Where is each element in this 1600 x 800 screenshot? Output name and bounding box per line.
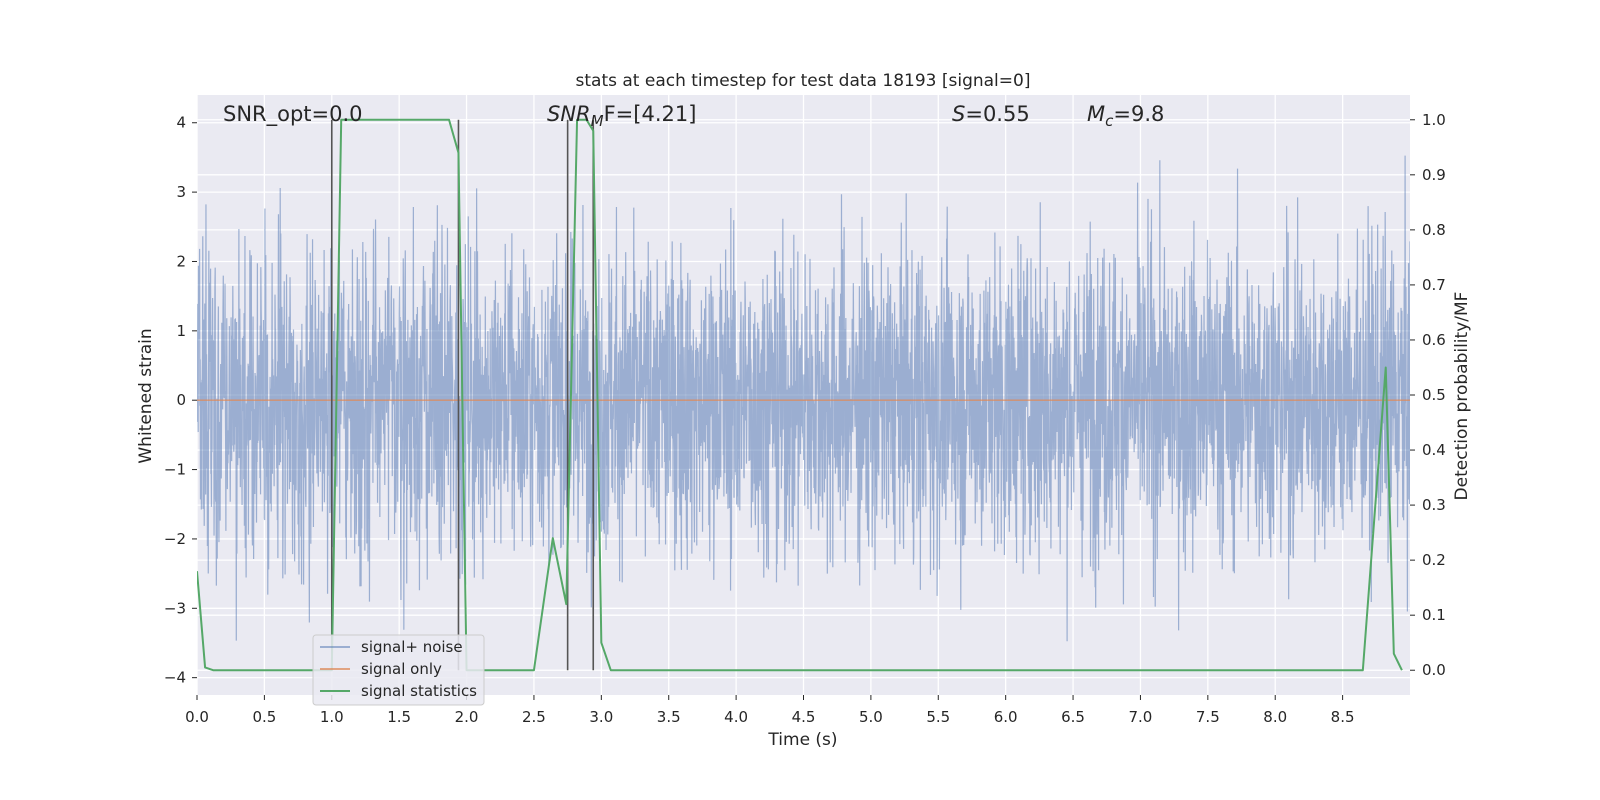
legend-label-signal-noise: signal+ noise: [361, 638, 463, 656]
y-tick-label: 1: [176, 322, 186, 340]
legend-box: [312, 634, 485, 706]
y-right-tick-label: 0.7: [1422, 276, 1446, 294]
y-right-tick-label: 0.6: [1422, 331, 1446, 349]
legend-label-signal-only: signal only: [361, 660, 442, 678]
annotation-snr-mf: SNRMF=[4.21]: [547, 102, 696, 130]
y-right-tick-label: 0.8: [1422, 221, 1446, 239]
legend-label-signal-statistics: signal statistics: [361, 682, 477, 700]
x-tick-label: 3.0: [589, 708, 613, 726]
y-tick-label: 2: [176, 252, 186, 270]
y-tick-label: 0: [176, 391, 186, 409]
y-right-tick-label: 0.2: [1422, 551, 1446, 569]
x-tick-label: 1.0: [320, 708, 344, 726]
signal-noise-series: [197, 155, 1410, 642]
x-tick-label: 0.0: [185, 708, 209, 726]
signal-noise-line: [197, 155, 1410, 642]
x-axis-ticks: 0.0 0.5 1.0 1.5 2.0 2.5 3.0 3.5 4.0 4.5 5.0 5.5 6.0 6…: [185, 695, 1355, 726]
x-tick-label: 7.5: [1196, 708, 1220, 726]
y-right-axis-ticks: 1.0 0.9 0.8 0.7 0.6 0.5 0.4 0.3 0.2 0.1 0.0: [1410, 111, 1446, 679]
annotation-s: S=0.55: [952, 102, 1030, 126]
y-right-tick-label: 0.0: [1422, 661, 1446, 679]
x-axis-label: Time (s): [767, 730, 837, 750]
annotation-snr-opt: SNR_opt=0.0: [223, 102, 363, 127]
x-tick-label: 3.5: [657, 708, 681, 726]
y-right-tick-label: 0.1: [1422, 606, 1446, 624]
y-right-axis-label: Detection probability/MF: [1452, 292, 1472, 501]
y-axis-ticks: 4 3 2 1 0 −1 −2 −3 −4: [164, 114, 197, 687]
y-right-tick-label: 1.0: [1422, 111, 1446, 129]
y-tick-label: 4: [176, 114, 186, 132]
x-tick-label: 6.5: [1061, 708, 1085, 726]
annotation-mc: Mc=9.8: [1087, 102, 1164, 130]
x-tick-label: 8.0: [1263, 708, 1287, 726]
y-right-tick-label: 0.9: [1422, 166, 1446, 184]
y-tick-label: −1: [164, 461, 186, 479]
y-axis-label: Whitened strain: [136, 328, 156, 463]
x-tick-label: 8.5: [1331, 708, 1355, 726]
x-tick-label: 6.0: [994, 708, 1018, 726]
y-tick-label: −3: [164, 599, 186, 617]
x-tick-label: 4.0: [724, 708, 748, 726]
x-tick-label: 2.5: [522, 708, 546, 726]
y-tick-label: −2: [164, 530, 186, 548]
x-tick-label: 4.5: [792, 708, 816, 726]
x-tick-label: 7.0: [1129, 708, 1153, 726]
x-tick-label: 5.5: [926, 708, 950, 726]
x-tick-label: 5.0: [859, 708, 883, 726]
y-tick-label: 3: [176, 183, 186, 201]
chart-title: stats at each timestep for test data 181…: [576, 71, 1031, 91]
x-tick-label: 2.0: [455, 708, 479, 726]
y-right-tick-label: 0.3: [1422, 496, 1446, 514]
y-tick-label: −4: [164, 669, 186, 687]
x-tick-label: 1.5: [387, 708, 411, 726]
y-right-tick-label: 0.5: [1422, 386, 1446, 404]
x-tick-label: 0.5: [252, 708, 276, 726]
legend: signal+ noise signal only signal statist…: [312, 634, 485, 706]
y-right-tick-label: 0.4: [1422, 441, 1446, 459]
